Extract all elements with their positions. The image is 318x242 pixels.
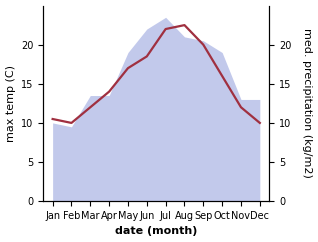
X-axis label: date (month): date (month) (115, 227, 197, 236)
Y-axis label: med. precipitation (kg/m2): med. precipitation (kg/m2) (302, 28, 313, 178)
Y-axis label: max temp (C): max temp (C) (5, 65, 16, 142)
